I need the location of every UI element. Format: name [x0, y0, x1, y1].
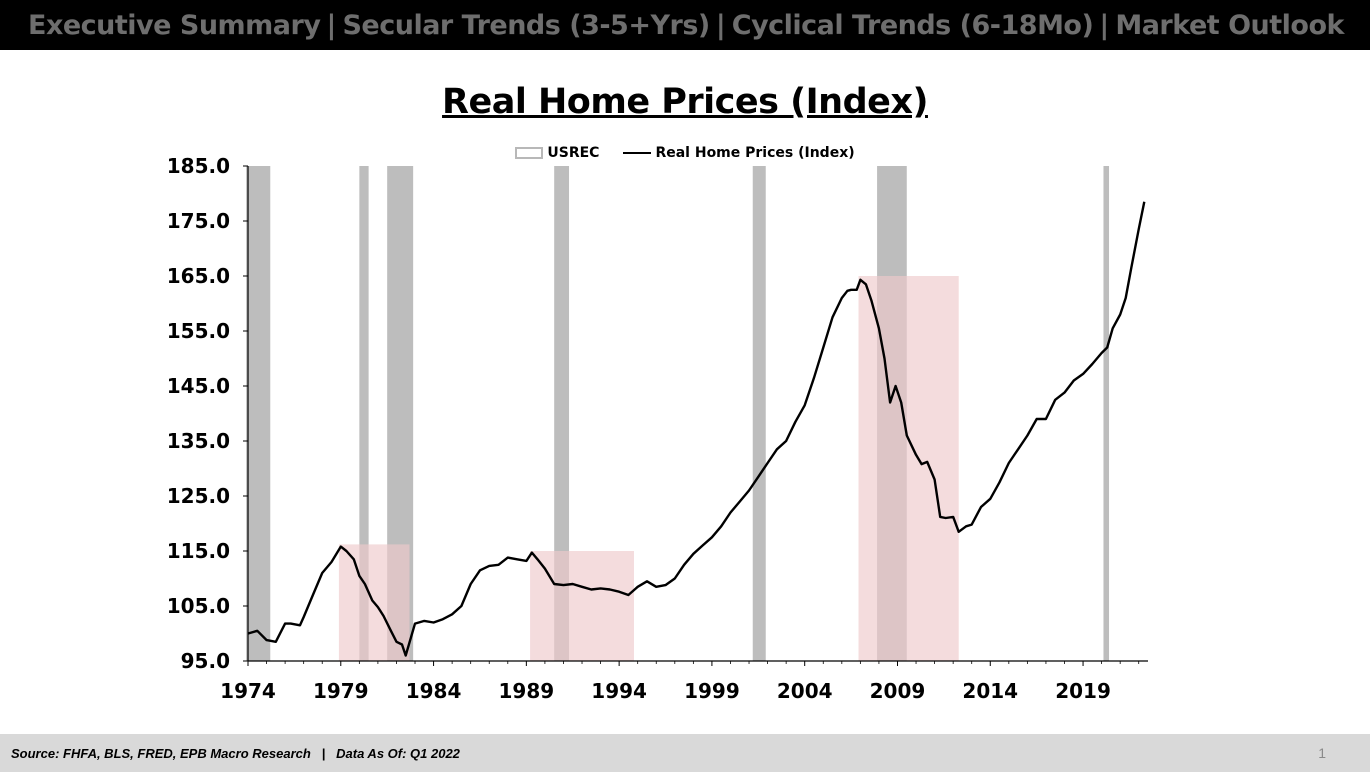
- x-tick-label: 1979: [313, 679, 369, 703]
- series-line-home-prices: [247, 201, 1146, 657]
- x-tick-label: 1999: [684, 679, 740, 703]
- recession-bar: [1103, 166, 1110, 661]
- source-text: Source: FHFA, BLS, FRED, EPB Macro Resea…: [11, 745, 311, 761]
- x-tick-label: 2014: [962, 679, 1018, 703]
- footer-separator: |: [321, 745, 326, 761]
- nav-separator: |: [326, 9, 337, 41]
- x-tick-label: 2004: [777, 679, 833, 703]
- legend-swatch-usrec: [515, 147, 544, 159]
- data-as-of-text: Data As Of: Q1 2022: [336, 745, 460, 761]
- legend-entry-home-prices: Real Home Prices (Index): [623, 145, 855, 161]
- legend-label-usrec: USREC: [547, 145, 600, 161]
- nav-executive-summary[interactable]: Executive Summary: [28, 9, 321, 41]
- recession-bar: [359, 166, 369, 661]
- y-tick-label: 125.0: [167, 484, 230, 508]
- highlight-box: [530, 551, 634, 661]
- nav-secular-trends[interactable]: Secular Trends (3-5+Yrs): [342, 9, 710, 41]
- nav-cyclical-trends[interactable]: Cyclical Trends (6-18Mo): [731, 9, 1094, 41]
- y-tick-label: 185.0: [167, 154, 230, 178]
- recession-bar: [752, 166, 766, 661]
- page-number: 1: [1318, 745, 1326, 761]
- y-tick-label: 115.0: [167, 539, 230, 563]
- x-tick-label: 1994: [591, 679, 647, 703]
- x-tick-label: 2019: [1055, 679, 1111, 703]
- chart-legend: USREC Real Home Prices (Index): [0, 145, 1370, 161]
- x-tick-label: 1989: [499, 679, 555, 703]
- recession-bar: [554, 166, 570, 661]
- nav-separator: |: [715, 9, 726, 41]
- footer: Source: FHFA, BLS, FRED, EPB Macro Resea…: [0, 734, 1370, 772]
- chart-title: Real Home Prices (Index): [442, 82, 928, 122]
- recession-bar: [246, 166, 271, 661]
- y-tick-label: 155.0: [167, 319, 230, 343]
- y-tick-label: 145.0: [167, 374, 230, 398]
- nav-market-outlook[interactable]: Market Outlook: [1115, 9, 1344, 41]
- legend-swatch-home-prices: [623, 152, 652, 154]
- y-tick-label: 95.0: [181, 649, 230, 673]
- y-tick-label: 105.0: [167, 594, 230, 618]
- highlight-box: [858, 276, 959, 661]
- nav-separator: |: [1099, 9, 1110, 41]
- x-tick-label: 1974: [220, 679, 276, 703]
- chart-plot: 185.0 175.0 165.0 155.0 145.0 135.0 125.0 115.0…: [167, 154, 1148, 703]
- x-tick-label: 2009: [870, 679, 926, 703]
- legend-label-home-prices: Real Home Prices (Index): [655, 145, 855, 161]
- top-navigation: Executive Summary | Secular Trends (3-5+…: [0, 0, 1370, 50]
- y-tick-label: 165.0: [167, 264, 230, 288]
- legend-entry-usrec: USREC: [515, 145, 599, 161]
- y-tick-label: 175.0: [167, 209, 230, 233]
- y-tick-label: 135.0: [167, 429, 230, 453]
- x-tick-label: 1984: [406, 679, 462, 703]
- footer-source: Source: FHFA, BLS, FRED, EPB Macro Resea…: [11, 746, 460, 761]
